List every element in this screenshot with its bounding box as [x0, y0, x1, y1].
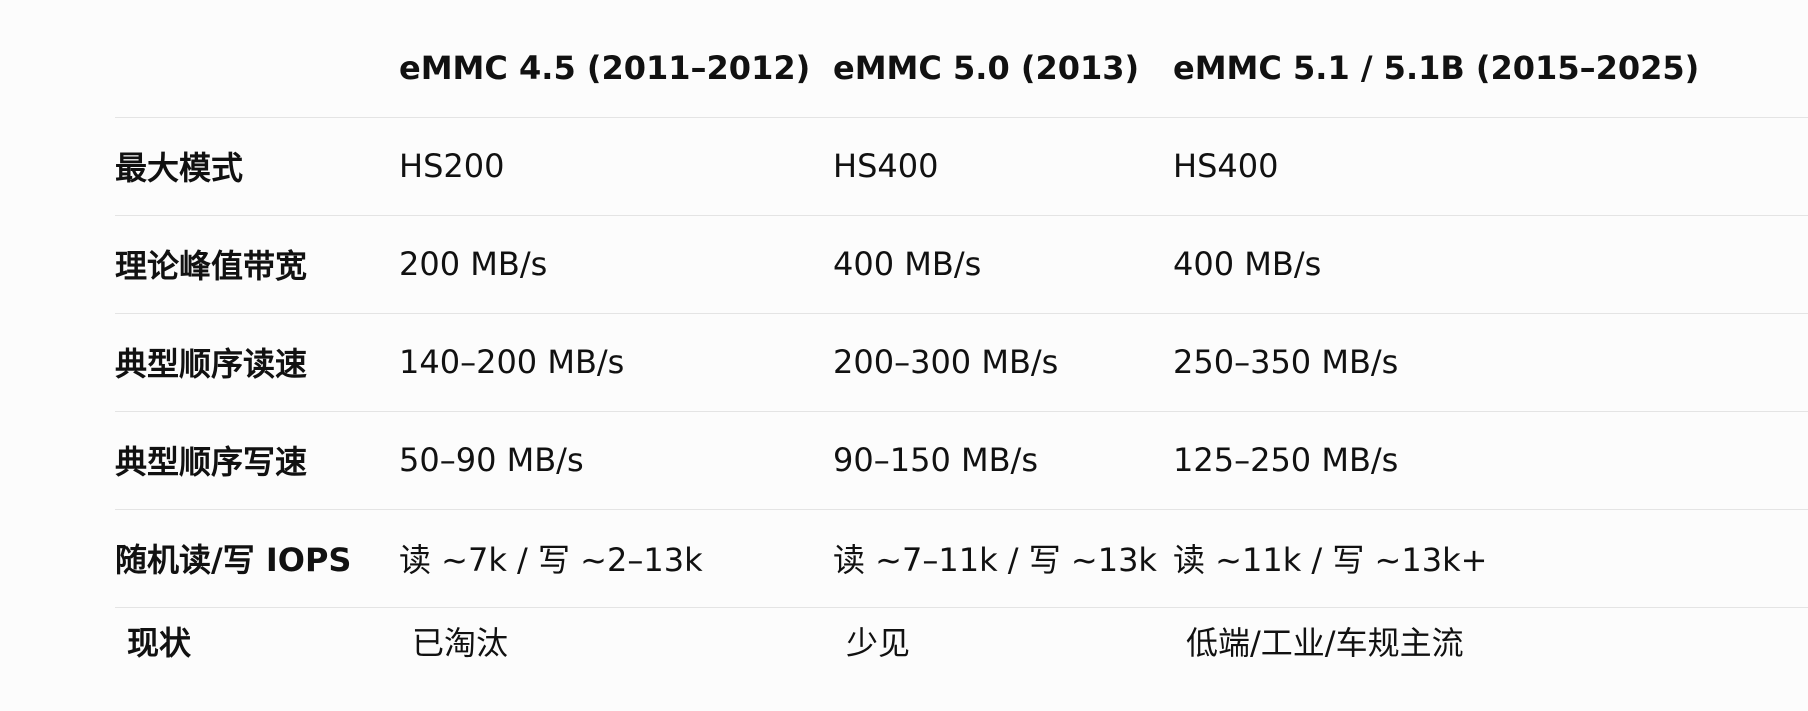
- table-body: 最大模式 HS200 HS400 HS400 理论峰值带宽 200 MB/s 4…: [115, 117, 1808, 680]
- table-cell: 已淘汰: [412, 623, 509, 662]
- row-label: 典型顺序读速: [115, 313, 399, 412]
- table-row-status: 现状 已淘汰 少见 低端/工业/车规主流: [115, 607, 1808, 680]
- table-cell: 250–350 MB/s: [1173, 313, 1808, 412]
- table-row-seq-write: 典型顺序写速 50–90 MB/s 90–150 MB/s 125–250 MB…: [115, 411, 1808, 510]
- header-emmc-5-1: eMMC 5.1 / 5.1B (2015–2025): [1173, 0, 1808, 118]
- table-cell: 50–90 MB/s: [399, 411, 833, 510]
- header-emmc-4-5: eMMC 4.5 (2011–2012): [399, 0, 833, 118]
- table-cell: 读 ~11k / 写 ~13k+: [1173, 509, 1808, 608]
- table-header: eMMC 4.5 (2011–2012) eMMC 5.0 (2013) eMM…: [115, 0, 1808, 118]
- table-row-seq-read: 典型顺序读速 140–200 MB/s 200–300 MB/s 250–350…: [115, 313, 1808, 412]
- row-label: 现状: [127, 623, 192, 662]
- emmc-comparison-table: eMMC 4.5 (2011–2012) eMMC 5.0 (2013) eMM…: [115, 0, 1808, 680]
- table-cell: 200 MB/s: [399, 215, 833, 314]
- table-cell: 400 MB/s: [833, 215, 1173, 314]
- table-cell: 200–300 MB/s: [833, 313, 1173, 412]
- header-emmc-5-0: eMMC 5.0 (2013): [833, 0, 1173, 118]
- table-row-peak-bandwidth: 理论峰值带宽 200 MB/s 400 MB/s 400 MB/s: [115, 215, 1808, 314]
- table-cell: 读 ~7–11k / 写 ~13k: [833, 509, 1173, 608]
- table-cell: HS400: [833, 117, 1173, 216]
- table-cell: HS200: [399, 117, 833, 216]
- row-label: 最大模式: [115, 117, 399, 216]
- header-empty-corner: [115, 0, 399, 118]
- row-label: 随机读/写 IOPS: [115, 509, 399, 608]
- row-label: 典型顺序写速: [115, 411, 399, 510]
- table-row-random-iops: 随机读/写 IOPS 读 ~7k / 写 ~2–13k 读 ~7–11k / 写…: [115, 509, 1808, 608]
- table-cell: 90–150 MB/s: [833, 411, 1173, 510]
- header-row: eMMC 4.5 (2011–2012) eMMC 5.0 (2013) eMM…: [115, 0, 1808, 118]
- table-cell: 低端/工业/车规主流: [1186, 623, 1464, 662]
- comparison-table-container: eMMC 4.5 (2011–2012) eMMC 5.0 (2013) eMM…: [115, 0, 1808, 680]
- table-row-max-mode: 最大模式 HS200 HS400 HS400: [115, 117, 1808, 216]
- table-cell: 125–250 MB/s: [1173, 411, 1808, 510]
- table-cell: 读 ~7k / 写 ~2–13k: [399, 509, 833, 608]
- table-cell: HS400: [1173, 117, 1808, 216]
- row-label: 理论峰值带宽: [115, 215, 399, 314]
- table-cell: 140–200 MB/s: [399, 313, 833, 412]
- table-cell: 少见: [846, 623, 911, 662]
- table-cell: 400 MB/s: [1173, 215, 1808, 314]
